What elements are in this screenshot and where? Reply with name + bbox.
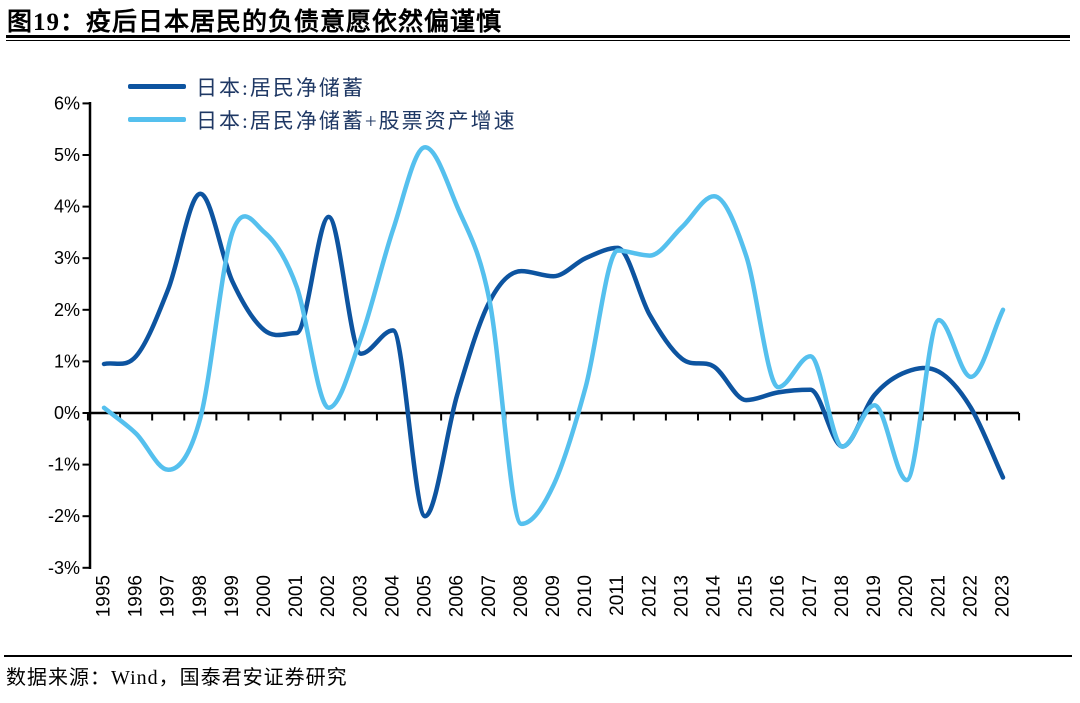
x-axis-label: 2010 [575,575,596,617]
x-axis-label: 1998 [190,575,211,617]
x-axis-label: 2011 [607,575,628,616]
y-axis-label: -3% [48,558,80,578]
x-axis-label: 1997 [158,575,179,617]
legend-line-light-blue [128,117,186,122]
footer-divider [4,655,1072,657]
legend-label-net-savings: 日本:居民净储蓄 [196,75,365,100]
x-axis-label: 2021 [928,575,949,617]
title-divider-thick [6,35,1070,38]
y-axis-label: 6% [54,93,80,113]
y-axis-label: 0% [54,403,80,423]
series-line-net-savings [101,191,1006,519]
x-axis-label: 1995 [94,575,115,617]
x-axis-label: 2005 [415,575,436,617]
x-axis-label: 2016 [768,575,789,617]
x-axis-label: 2018 [832,575,853,617]
x-axis-label: 2004 [383,575,404,618]
chart-legend: 日本:居民净储蓄 日本:居民净储蓄+股票资产增速 [128,70,517,136]
x-axis-label: 2007 [479,575,500,617]
x-axis-label: 2019 [864,575,885,617]
x-axis-label: 1999 [222,575,243,617]
x-axis-label: 2009 [543,575,564,617]
data-source: 数据来源：Wind，国泰君安证券研究 [6,667,348,689]
y-axis-label: 2% [54,300,80,320]
x-axis-label: 2015 [736,575,757,617]
title-divider-thin [6,40,1070,41]
x-axis-label: 2012 [639,575,660,617]
y-axis-label: -1% [48,455,80,475]
x-axis-label: 1996 [126,575,147,617]
y-axis-label: 4% [54,197,80,217]
legend-label-net-savings-plus-stocks: 日本:居民净储蓄+股票资产增速 [196,108,517,133]
y-axis-label: 5% [54,145,80,165]
x-axis-label: 2014 [704,575,725,618]
series-line-net-savings-plus-stocks [101,145,1006,527]
y-axis-label: 1% [54,351,80,371]
x-axis-label: 2001 [286,575,307,617]
x-axis-label: 2002 [318,575,339,617]
x-axis-label: 2006 [447,575,468,617]
x-axis-label: 2013 [671,575,692,617]
x-axis-label: 2003 [350,575,371,617]
x-axis-label: 2000 [254,575,275,617]
legend-item-net-savings-plus-stocks: 日本:居民净储蓄+股票资产增速 [128,103,517,136]
legend-item-net-savings: 日本:居民净储蓄 [128,70,517,103]
x-axis-label: 2020 [896,575,917,617]
y-axis-label: 3% [54,248,80,268]
figure-title: 图19：疫后日本居民的负债意愿依然偏谨慎 [7,9,503,36]
x-axis-label: 2008 [511,575,532,617]
y-axis-label: -2% [48,506,80,526]
x-axis-label: 2023 [993,575,1014,617]
legend-line-dark-blue [128,84,186,89]
x-axis-label: 2022 [960,575,981,617]
x-axis-label: 2017 [800,575,821,617]
line-chart: 6% 5% 4% 3% 2% 1% 0% -1% -2% -3% 1995 1996 1997 1998 1… [48,93,1021,618]
